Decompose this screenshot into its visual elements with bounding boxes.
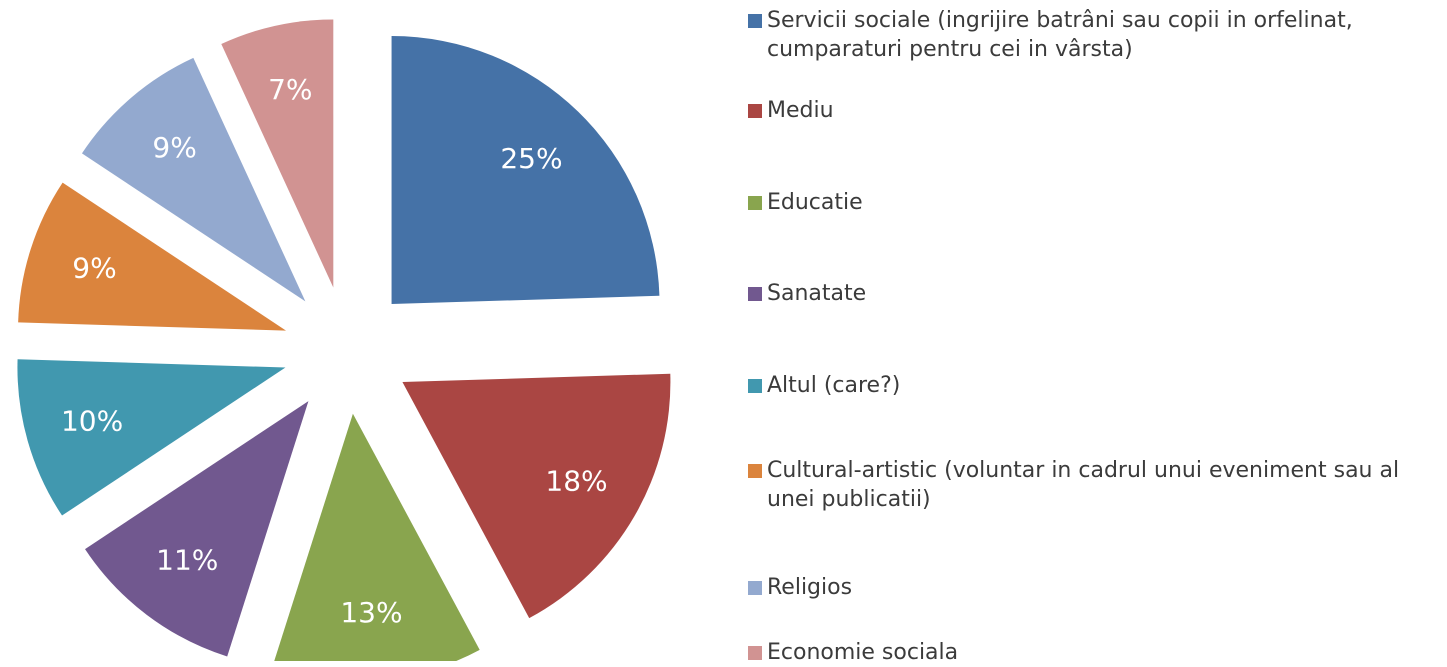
slice-label: 11% (156, 543, 218, 576)
legend-swatch (748, 14, 762, 28)
legend-item: Economie sociala (742, 638, 1432, 667)
legend-label: Educatie (767, 190, 863, 215)
legend-item: Educatie (742, 188, 1432, 217)
legend-swatch (748, 196, 762, 210)
legend-label: Cultural-artistic (voluntar in cadrul un… (767, 458, 1400, 512)
legend-label: Religios (767, 575, 853, 600)
legend-swatch (748, 581, 762, 595)
slice-label: 9% (72, 252, 116, 285)
slice (391, 36, 660, 305)
legend-swatch (748, 104, 762, 118)
legend-label: Altul (care?) (767, 373, 901, 398)
slice (18, 182, 287, 331)
legend-label: Servicii sociale (ingrijire batrâni sau … (767, 8, 1353, 62)
slice (402, 373, 671, 619)
slice-label: 25% (500, 142, 562, 175)
slice-label: 7% (268, 73, 312, 106)
legend-swatch (748, 287, 762, 301)
slice-label: 9% (152, 131, 196, 164)
slice-label: 13% (340, 596, 402, 629)
legend-label: Sanatate (767, 281, 867, 306)
pie: 25% 18% 13% 11% 10% 9% 9% 7% (17, 19, 671, 661)
legend-swatch (748, 646, 762, 660)
slice (81, 57, 306, 302)
slice (17, 359, 286, 516)
legend-item: Altul (care?) (742, 371, 1432, 400)
legend-item: Religios (742, 573, 1432, 602)
legend-item: Mediu (742, 96, 1432, 125)
legend-item: Cultural-artistic (voluntar in cadrul un… (742, 456, 1432, 514)
legend-swatch (748, 379, 762, 393)
slice-label: 10% (61, 405, 123, 438)
legend-swatch (748, 464, 762, 478)
legend-item: Servicii sociale (ingrijire batrâni sau … (742, 6, 1432, 64)
legend-item: Sanatate (742, 279, 1432, 308)
slice (85, 401, 309, 657)
legend-label: Economie sociala (767, 640, 959, 665)
slice (274, 413, 480, 661)
legend-label: Mediu (767, 98, 834, 123)
slice (221, 19, 334, 288)
slice-label: 18% (545, 465, 607, 498)
